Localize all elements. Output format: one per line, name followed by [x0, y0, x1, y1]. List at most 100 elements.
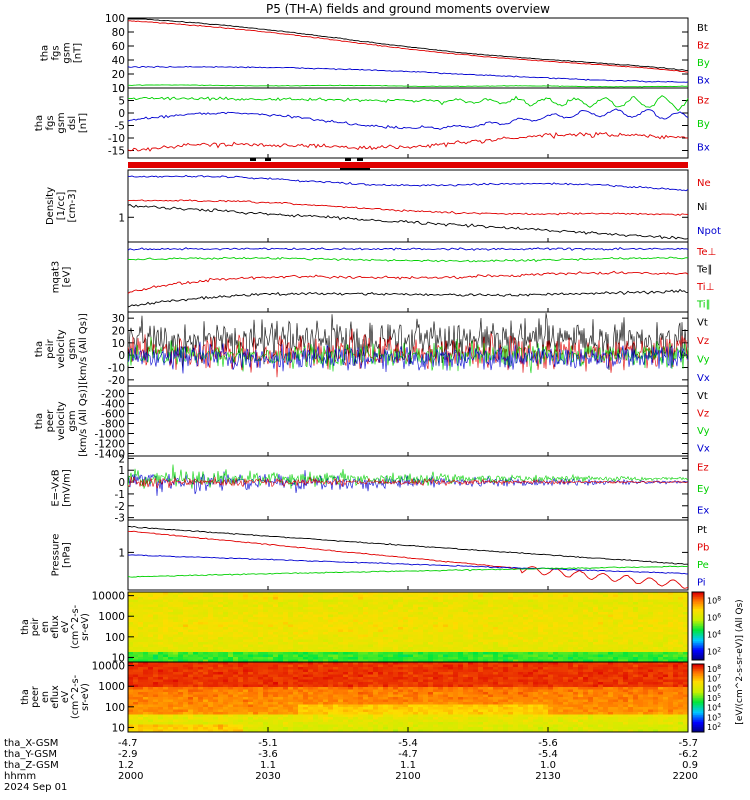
spectrogram-cell	[218, 627, 224, 630]
spectrogram-cell	[153, 672, 159, 675]
spectrogram-cell	[168, 662, 174, 665]
spectrogram-cell	[393, 699, 399, 703]
spectrogram-cell	[373, 669, 379, 673]
spectrogram-cell	[213, 654, 219, 658]
spectrogram-cell	[343, 662, 349, 665]
spectrogram-cell	[298, 614, 304, 618]
spectrogram-cell	[268, 639, 274, 643]
spectrogram-cell	[333, 719, 339, 723]
spectrogram-cell	[273, 627, 279, 630]
spectrogram-cell	[228, 644, 234, 648]
spectrogram-cell	[408, 604, 414, 608]
spectrogram-cell	[488, 602, 494, 605]
spectrogram-cell	[623, 624, 629, 628]
spectrogram-cell	[598, 627, 604, 630]
spectrogram-cell	[353, 674, 359, 678]
spectrogram-cell	[283, 709, 289, 713]
spectrogram-cell	[228, 594, 234, 598]
spectrogram-cell	[283, 607, 289, 610]
spectrogram-cell	[333, 669, 339, 673]
spectrogram-cell	[223, 677, 229, 680]
spectrogram-cell	[413, 597, 419, 600]
spectrogram-cell	[438, 632, 444, 635]
spectrogram-cell	[483, 654, 489, 658]
spectrogram-cell	[423, 649, 429, 653]
spectrogram-cell	[338, 642, 344, 645]
spectrogram-cell	[518, 652, 524, 655]
spectrogram-cell	[133, 684, 139, 688]
spectrogram-cell	[563, 614, 569, 618]
spectrogram-cell	[343, 649, 349, 653]
spectrogram-cell	[178, 599, 184, 603]
spectrogram-cell	[258, 639, 264, 643]
spectrogram-cell	[403, 689, 409, 693]
spectrogram-cell	[283, 714, 289, 718]
spectrogram-cell	[568, 659, 574, 663]
spectrogram-cell	[628, 599, 634, 603]
spectrogram-cell	[203, 664, 209, 668]
spectrogram-cell	[333, 642, 339, 645]
spectrogram-cell	[138, 647, 144, 650]
spectrogram-cell	[198, 604, 204, 608]
spectrogram-cell	[368, 674, 374, 678]
spectrogram-cell	[453, 609, 459, 613]
spectrogram-cell	[268, 707, 274, 710]
spectrogram-cell	[348, 707, 354, 710]
spectrogram-cell	[528, 622, 534, 625]
spectrogram-cell	[428, 609, 434, 613]
spectrogram-cell	[228, 652, 234, 655]
spectrogram-cell	[503, 604, 509, 608]
spectrogram-cell	[653, 599, 659, 603]
spectrogram-cell	[288, 714, 294, 718]
spectrogram-cell	[173, 647, 179, 650]
spectrogram-cell	[178, 602, 184, 605]
spectrogram-cell	[533, 627, 539, 630]
spectrogram-cell	[503, 649, 509, 653]
spectrogram-cell	[338, 704, 344, 708]
spectrogram-cell	[238, 709, 244, 713]
spectrogram-cell	[368, 607, 374, 610]
spectrogram-cell	[248, 639, 254, 643]
spectrogram-cell	[248, 682, 254, 685]
spectrogram-cell	[138, 717, 144, 720]
spectrogram-cell	[298, 712, 304, 715]
spectrogram-cell	[238, 702, 244, 705]
spectrogram-cell	[663, 599, 669, 603]
spectrogram-cell	[608, 617, 614, 620]
spectrogram-cell	[633, 659, 639, 663]
spectrogram-cell	[258, 607, 264, 610]
spectrogram-cell	[328, 612, 334, 615]
spectrogram-cell	[618, 592, 624, 595]
spectrogram-cell	[593, 599, 599, 603]
spectrogram-cell	[483, 649, 489, 653]
spectrogram-cell	[598, 642, 604, 645]
spectrogram-cell	[548, 609, 554, 613]
spectrogram-cell	[328, 689, 334, 693]
spectrogram-cell	[233, 682, 239, 685]
spectrogram-cell	[398, 664, 404, 668]
spectrogram-cell	[388, 712, 394, 715]
spectrogram-cell	[683, 627, 689, 630]
spectrogram-cell	[608, 659, 614, 663]
spectrogram-cell	[133, 669, 139, 673]
spectrogram-cell	[478, 627, 484, 630]
spectrogram-cell	[563, 634, 569, 638]
spectrogram-cell	[183, 654, 189, 658]
spectrogram-cell	[508, 599, 514, 603]
spectrogram-cell	[188, 607, 194, 610]
spectrogram-cell	[378, 669, 384, 673]
spectrogram-cell	[283, 684, 289, 688]
spectrogram-cell	[503, 644, 509, 648]
spectrogram-cell	[168, 612, 174, 615]
spectrogram-cell	[423, 599, 429, 603]
spectrogram-cell	[303, 712, 309, 715]
spectrogram-cell	[343, 634, 349, 638]
spectrogram-cell	[363, 689, 369, 693]
spectrogram-cell	[193, 687, 199, 690]
spectrogram-cell	[133, 654, 139, 658]
spectrogram-cell	[498, 634, 504, 638]
spectrogram-cell	[368, 652, 374, 655]
spectrogram-cell	[283, 659, 289, 663]
spectrogram-cell	[378, 612, 384, 615]
